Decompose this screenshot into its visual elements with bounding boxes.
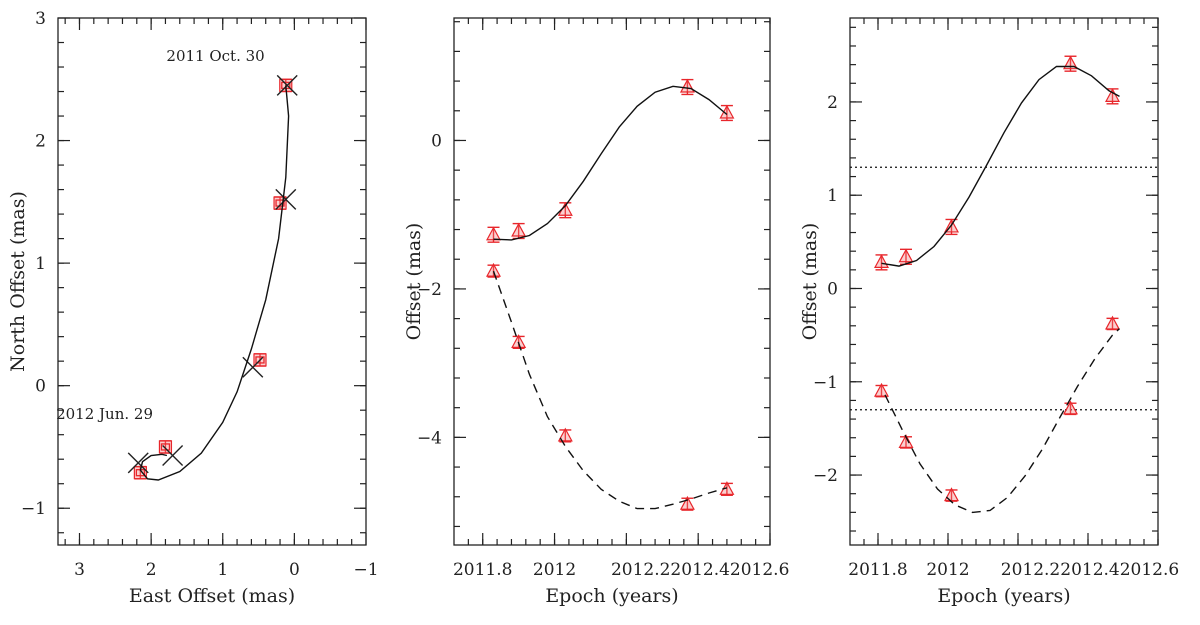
model-curve-dashed [884, 328, 1120, 514]
y-tick-label: 1 [35, 254, 46, 274]
x-axis-title: East Offset (mas) [129, 585, 295, 607]
y-tick-label: −1 [813, 373, 838, 393]
model-curve [881, 65, 1120, 267]
x-marker-stroke [162, 445, 184, 467]
triangle-marker [1104, 88, 1121, 102]
triangle-marker [1062, 400, 1079, 415]
triangle-data-point [511, 222, 527, 240]
plot-frame [57, 17, 367, 546]
x-marker-stroke [275, 188, 297, 210]
y-tick-label: −2 [417, 280, 442, 300]
x-tick-label: 2011.8 [848, 560, 907, 580]
triangle-marker [485, 226, 502, 241]
y-tick-label: −2 [813, 466, 838, 486]
x-tick-label: 0 [289, 560, 300, 580]
triangle-data-point [943, 487, 960, 502]
triangle-marker [511, 334, 527, 348]
model-curve [139, 85, 290, 481]
x-tick-label: 2012.22012.42012.6 [611, 560, 789, 580]
square-data-point [158, 440, 173, 454]
triangle-marker [898, 434, 914, 448]
plot-frame [453, 17, 771, 546]
model-curve [493, 85, 728, 241]
triangle-marker [1062, 55, 1079, 70]
triangle-data-point [557, 427, 573, 443]
x-tick-label: 2011.8 [453, 560, 512, 580]
triangle-data-point [1104, 315, 1121, 331]
triangle-marker [557, 427, 573, 442]
x-tick-label: 2 [146, 560, 157, 580]
triangle-marker [873, 254, 890, 268]
y-tick-label: 3 [35, 9, 46, 29]
x-marker-stroke [127, 452, 149, 474]
square-marker-inner [160, 443, 171, 451]
y-tick-label: 2 [35, 132, 46, 152]
model-curve-dashed [492, 270, 728, 510]
x-marker [242, 356, 264, 378]
x-marker [275, 188, 297, 210]
y-tick-label: 2 [827, 93, 838, 113]
square-marker-inner [255, 356, 265, 364]
triangle-data-point [679, 495, 695, 511]
y-tick-label: 1 [827, 186, 838, 206]
x-marker-stroke [242, 356, 264, 378]
triangle-data-point [873, 254, 890, 271]
triangle-marker [873, 382, 890, 397]
y-tick-label: 0 [431, 131, 442, 151]
panel-sky-track: 3 2 1 0 −1 −1 0 1 2 3 East Offset (mas) North Offse… [7, 9, 379, 607]
x-tick-label: 2012 [926, 560, 969, 580]
triangle-data-point [719, 104, 735, 122]
panel-epoch-offsets-2: 2011.8 2012 2012.22012.42012.6 −2 −1 0 1 2 Epoch… [799, 17, 1179, 607]
triangle-marker [1104, 315, 1121, 330]
y-axis-title: Offset (mas) [799, 223, 821, 341]
panel-epoch-offsets-1: 2011.8 2012 2012.22012.42012.6 −4 −2 0 Epoch (… [403, 17, 789, 607]
triangle-data-point [1062, 55, 1079, 72]
y-tick-label: −1 [21, 499, 46, 519]
triangle-marker [679, 495, 695, 510]
triangle-marker [943, 487, 960, 502]
x-marker [162, 445, 184, 467]
x-tick-label: 2012.22012.42012.6 [1001, 560, 1179, 580]
y-tick-label: 0 [35, 377, 46, 397]
triangle-data-point [485, 262, 502, 278]
x-tick-label: 3 [74, 560, 85, 580]
x-tick-label: 1 [217, 560, 228, 580]
triangle-marker [719, 104, 735, 119]
y-axis-title: Offset (mas) [403, 223, 425, 341]
y-tick-label: −4 [417, 428, 442, 448]
annotation-label: 2012 Jun. 29 [56, 405, 153, 423]
annotation-label: 2011 Oct. 30 [166, 47, 264, 65]
x-marker [127, 452, 149, 474]
x-axis-title: Epoch (years) [937, 585, 1070, 607]
triangle-marker [511, 222, 527, 237]
triangle-data-point [1062, 400, 1079, 416]
triangle-data-point [1104, 88, 1121, 105]
y-axis-title: North Offset (mas) [7, 191, 29, 372]
x-marker [276, 74, 298, 96]
triangle-marker [679, 78, 695, 93]
x-axis-title: Epoch (years) [545, 585, 678, 607]
x-marker-stroke [276, 74, 298, 96]
triangle-marker [485, 262, 502, 277]
x-tick-label: 2012 [533, 560, 576, 580]
y-tick-label: 0 [827, 279, 838, 299]
triangle-marker [898, 248, 914, 263]
x-tick-label: −1 [353, 560, 378, 580]
triangle-data-point [873, 382, 890, 398]
triangle-data-point [943, 218, 960, 236]
